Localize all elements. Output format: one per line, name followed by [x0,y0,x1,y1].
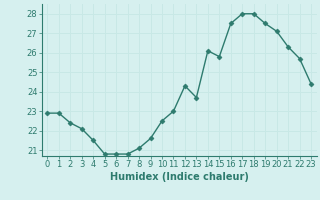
X-axis label: Humidex (Indice chaleur): Humidex (Indice chaleur) [110,172,249,182]
